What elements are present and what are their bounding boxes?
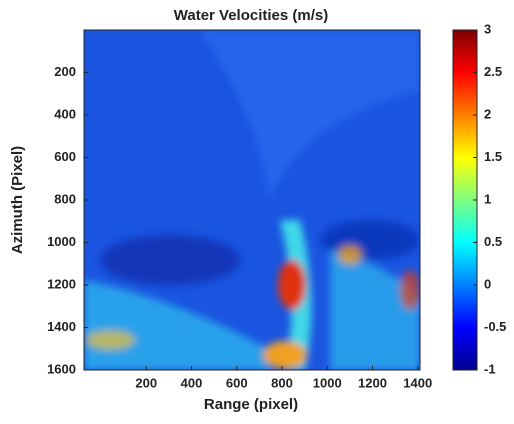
colorbar-tick-label: 2.5 [484, 64, 502, 79]
x-tick-label: 1200 [358, 375, 387, 390]
y-tick-label: 1000 [47, 234, 76, 249]
x-tick-label: 600 [226, 375, 248, 390]
colorbar-tick-label: 3 [484, 21, 491, 36]
x-tick-label: 400 [181, 375, 203, 390]
x-tick-label: 1400 [403, 375, 432, 390]
x-tick-label: 1000 [313, 375, 342, 390]
chart-title: Water Velocities (m/s) [174, 7, 329, 24]
y-tick-label: 400 [54, 106, 76, 121]
colorbar-tick-label: -0.5 [484, 319, 506, 334]
y-tick-label: 600 [54, 149, 76, 164]
y-tick-label: 1600 [47, 361, 76, 376]
heatmap-image [84, 30, 420, 370]
colorbar-tick-label: 2 [484, 106, 491, 121]
colorbar-tick-label: 1 [484, 191, 491, 206]
colorbar-tick-label: 0 [484, 276, 491, 291]
y-tick-label: 200 [54, 64, 76, 79]
x-tick-label: 800 [271, 375, 293, 390]
x-tick-label: 200 [135, 375, 157, 390]
y-tick-label: 1400 [47, 319, 76, 334]
colorbar-tick-label: -1 [484, 361, 496, 376]
colorbar-tick-label: 0.5 [484, 234, 502, 249]
x-axis-label: Range (pixel) [204, 396, 298, 413]
colorbar-tick-label: 1.5 [484, 149, 502, 164]
y-tick-label: 800 [54, 191, 76, 206]
y-tick-label: 1200 [47, 276, 76, 291]
y-axis-label: Azimuth (Pixel) [9, 146, 26, 254]
